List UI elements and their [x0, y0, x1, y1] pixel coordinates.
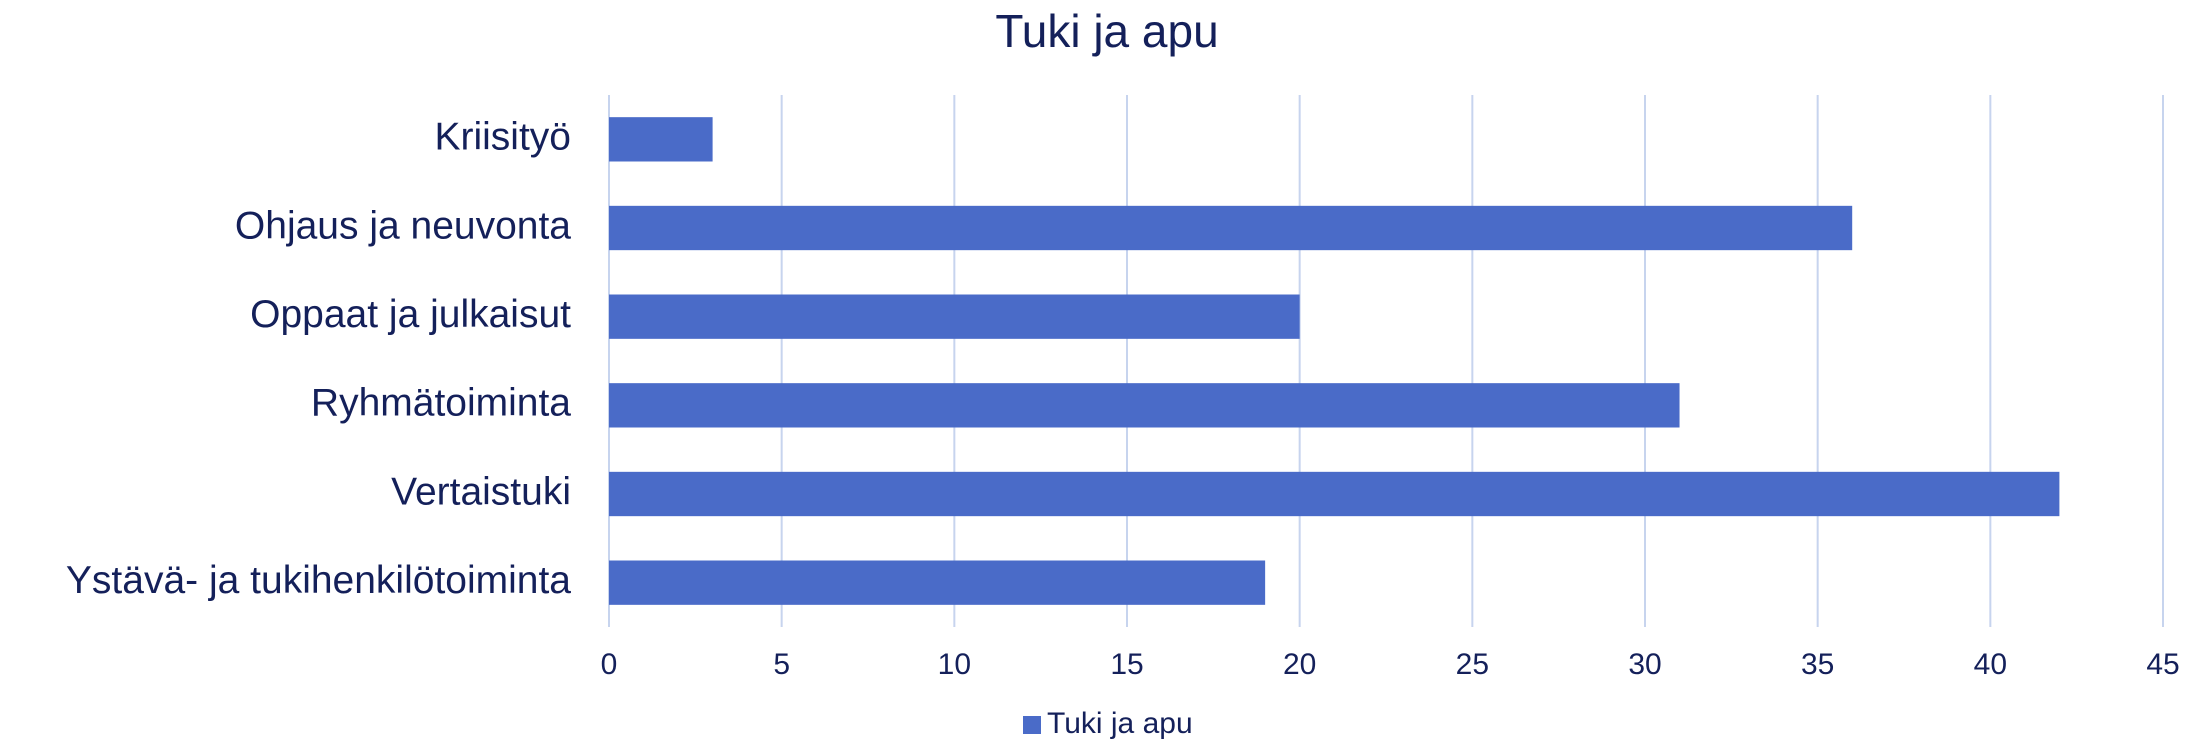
x-tick-label: 0 — [601, 648, 618, 681]
bar — [609, 294, 1300, 339]
legend-label: Tuki ja apu — [1047, 707, 1193, 740]
bar — [609, 383, 1680, 428]
x-tick-label: 20 — [1283, 648, 1316, 681]
y-tick-label: Oppaat ja julkaisut — [250, 293, 571, 336]
bar — [609, 205, 1853, 251]
y-tick-label: Vertaistuki — [391, 470, 571, 513]
y-tick-label: Ystävä- ja tukihenkilötoiminta — [66, 559, 571, 602]
x-tick-label: 15 — [1110, 648, 1143, 681]
x-tick-label: 30 — [1628, 648, 1661, 681]
x-tick-label: 10 — [938, 648, 971, 681]
legend-swatch — [1023, 716, 1041, 734]
x-tick-label: 45 — [2146, 648, 2179, 681]
bar — [609, 471, 2060, 517]
x-tick-label: 40 — [1974, 648, 2007, 681]
x-tick-label: 5 — [773, 648, 790, 681]
chart-title: Tuki ja apu — [995, 5, 1218, 57]
x-tick-label: 35 — [1801, 648, 1834, 681]
y-tick-label: Ryhmätoiminta — [311, 382, 571, 425]
y-tick-label: Kriisityö — [434, 116, 571, 159]
bar — [609, 560, 1266, 605]
y-tick-label: Ohjaus ja neuvonta — [235, 204, 571, 247]
x-tick-label: 25 — [1456, 648, 1489, 681]
bar — [609, 117, 713, 162]
